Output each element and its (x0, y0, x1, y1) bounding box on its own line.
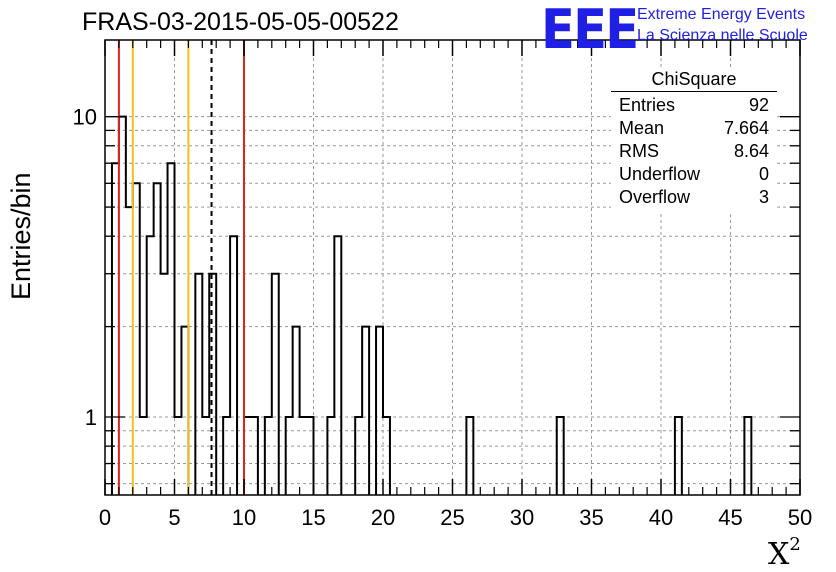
chart-title: FRAS-03-2015-05-05-00522 (82, 8, 399, 36)
histogram-outline (110, 115, 190, 495)
histogram-outline (354, 325, 371, 495)
stats-row: Overflow 3 (611, 186, 777, 209)
logo-line-1: Extreme Energy Events (637, 6, 806, 23)
histogram-bin (195, 274, 202, 495)
stats-value: 3 (758, 187, 769, 207)
x-tick-label: 5 (168, 505, 180, 530)
reference-lines (117, 40, 245, 495)
logo-line-2: La Scienza nelle Scuole (637, 27, 808, 44)
histogram-outline (673, 416, 683, 495)
x-tick-label: 40 (649, 505, 673, 530)
x-tick-label: 25 (440, 505, 464, 530)
histogram-bin (272, 274, 279, 495)
stats-value: 8.64 (733, 141, 769, 161)
eee-logo-text: Extreme Energy Events La Scienza nelle S… (637, 4, 808, 46)
histogram-bin (168, 163, 175, 495)
x-tick-label: 15 (301, 505, 325, 530)
histogram-bins (110, 115, 753, 495)
x-tick-label: 20 (371, 505, 395, 530)
histogram-outline (375, 325, 391, 495)
x-axis-label-superscript: 2 (789, 534, 800, 555)
stats-label: Mean (619, 118, 665, 138)
histogram-outline (326, 235, 343, 495)
histogram-outline (743, 416, 753, 495)
histogram-bin (376, 327, 383, 495)
x-tick-label: 0 (99, 505, 111, 530)
histogram-bin (154, 183, 161, 495)
histogram-outline (222, 235, 239, 495)
histogram-bin (147, 236, 154, 495)
stats-row: Entries 92 (611, 94, 777, 117)
stats-label: Entries (619, 95, 676, 115)
stats-value: 7.664 (723, 118, 769, 138)
grid (105, 40, 800, 495)
histogram-outline (465, 416, 475, 495)
y-tick-label: 1 (85, 405, 97, 430)
x-tick-label: 30 (510, 505, 534, 530)
x-axis-label-base: X (768, 537, 790, 572)
histogram-outline (284, 325, 315, 495)
stats-row: Mean 7.664 (611, 117, 777, 140)
y-tick-label: 10 (73, 105, 97, 130)
x-tick-label: 45 (718, 505, 742, 530)
histogram-outline (263, 272, 280, 495)
x-tick-label: 50 (788, 505, 812, 530)
histogram-outline (194, 272, 218, 495)
histogram-bin (334, 236, 341, 495)
histogram-bin (119, 117, 126, 495)
histogram-bin (161, 274, 168, 495)
stats-label: Underflow (619, 164, 701, 184)
x-axis-label: X2 (768, 534, 801, 572)
x-tick-label: 35 (579, 505, 603, 530)
eee-logo: EEE (541, 0, 639, 61)
stats-value: 0 (758, 164, 769, 184)
histogram-bin (126, 207, 133, 495)
stats-box: ChiSquare Entries 92 Mean 7.664 RMS 8.64 Under… (611, 67, 777, 211)
histogram-bin (112, 163, 119, 495)
histogram-bin (181, 327, 188, 495)
histogram-bin (133, 183, 140, 495)
histogram-outline (555, 416, 565, 495)
histogram-bin (209, 274, 216, 495)
histogram-bin (293, 327, 300, 495)
histogram-bin (230, 236, 237, 495)
stats-box-title: ChiSquare (611, 67, 777, 92)
y-axis-ticks: 1 10 (73, 105, 800, 485)
stats-row: Underflow 0 (611, 163, 777, 186)
stats-value: 92 (748, 95, 769, 115)
x-axis-ticks: 0 5 10 15 20 25 30 35 40 45 50 (99, 40, 812, 530)
stats-row: RMS 8.64 (611, 140, 777, 163)
stats-label: Overflow (619, 187, 691, 207)
stats-label: RMS (619, 141, 659, 161)
x-tick-label: 10 (232, 505, 256, 530)
y-axis-label: Entries/bin (6, 172, 36, 300)
histogram-bin (362, 327, 369, 495)
stats-rows: Entries 92 Mean 7.664 RMS 8.64 Underflow 0 Overf… (611, 94, 777, 209)
